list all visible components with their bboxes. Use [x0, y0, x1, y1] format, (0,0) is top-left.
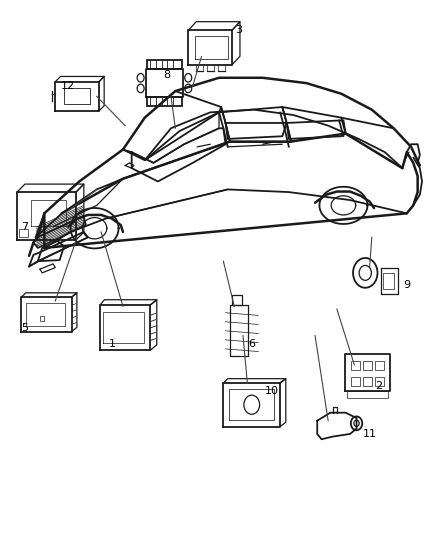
Bar: [363, 376, 372, 386]
Text: 2: 2: [375, 381, 382, 391]
Text: 10: 10: [265, 386, 279, 397]
Bar: [363, 361, 372, 370]
Bar: [375, 361, 384, 370]
Text: 1: 1: [109, 338, 116, 349]
Bar: [147, 97, 182, 107]
Text: 8: 8: [163, 70, 170, 80]
Bar: [375, 376, 384, 386]
Bar: [351, 361, 360, 370]
Text: 12: 12: [61, 81, 75, 91]
Text: 11: 11: [363, 429, 377, 439]
Bar: [351, 376, 360, 386]
Text: 5: 5: [21, 322, 28, 333]
Bar: [40, 317, 44, 321]
Bar: [232, 295, 242, 305]
Text: 7: 7: [21, 222, 28, 232]
Bar: [347, 391, 388, 398]
Bar: [147, 60, 182, 69]
Text: 6: 6: [248, 338, 255, 349]
Bar: [64, 88, 90, 104]
Text: 3: 3: [235, 25, 242, 35]
Bar: [19, 229, 28, 237]
Bar: [383, 273, 394, 289]
Text: 9: 9: [403, 280, 410, 290]
